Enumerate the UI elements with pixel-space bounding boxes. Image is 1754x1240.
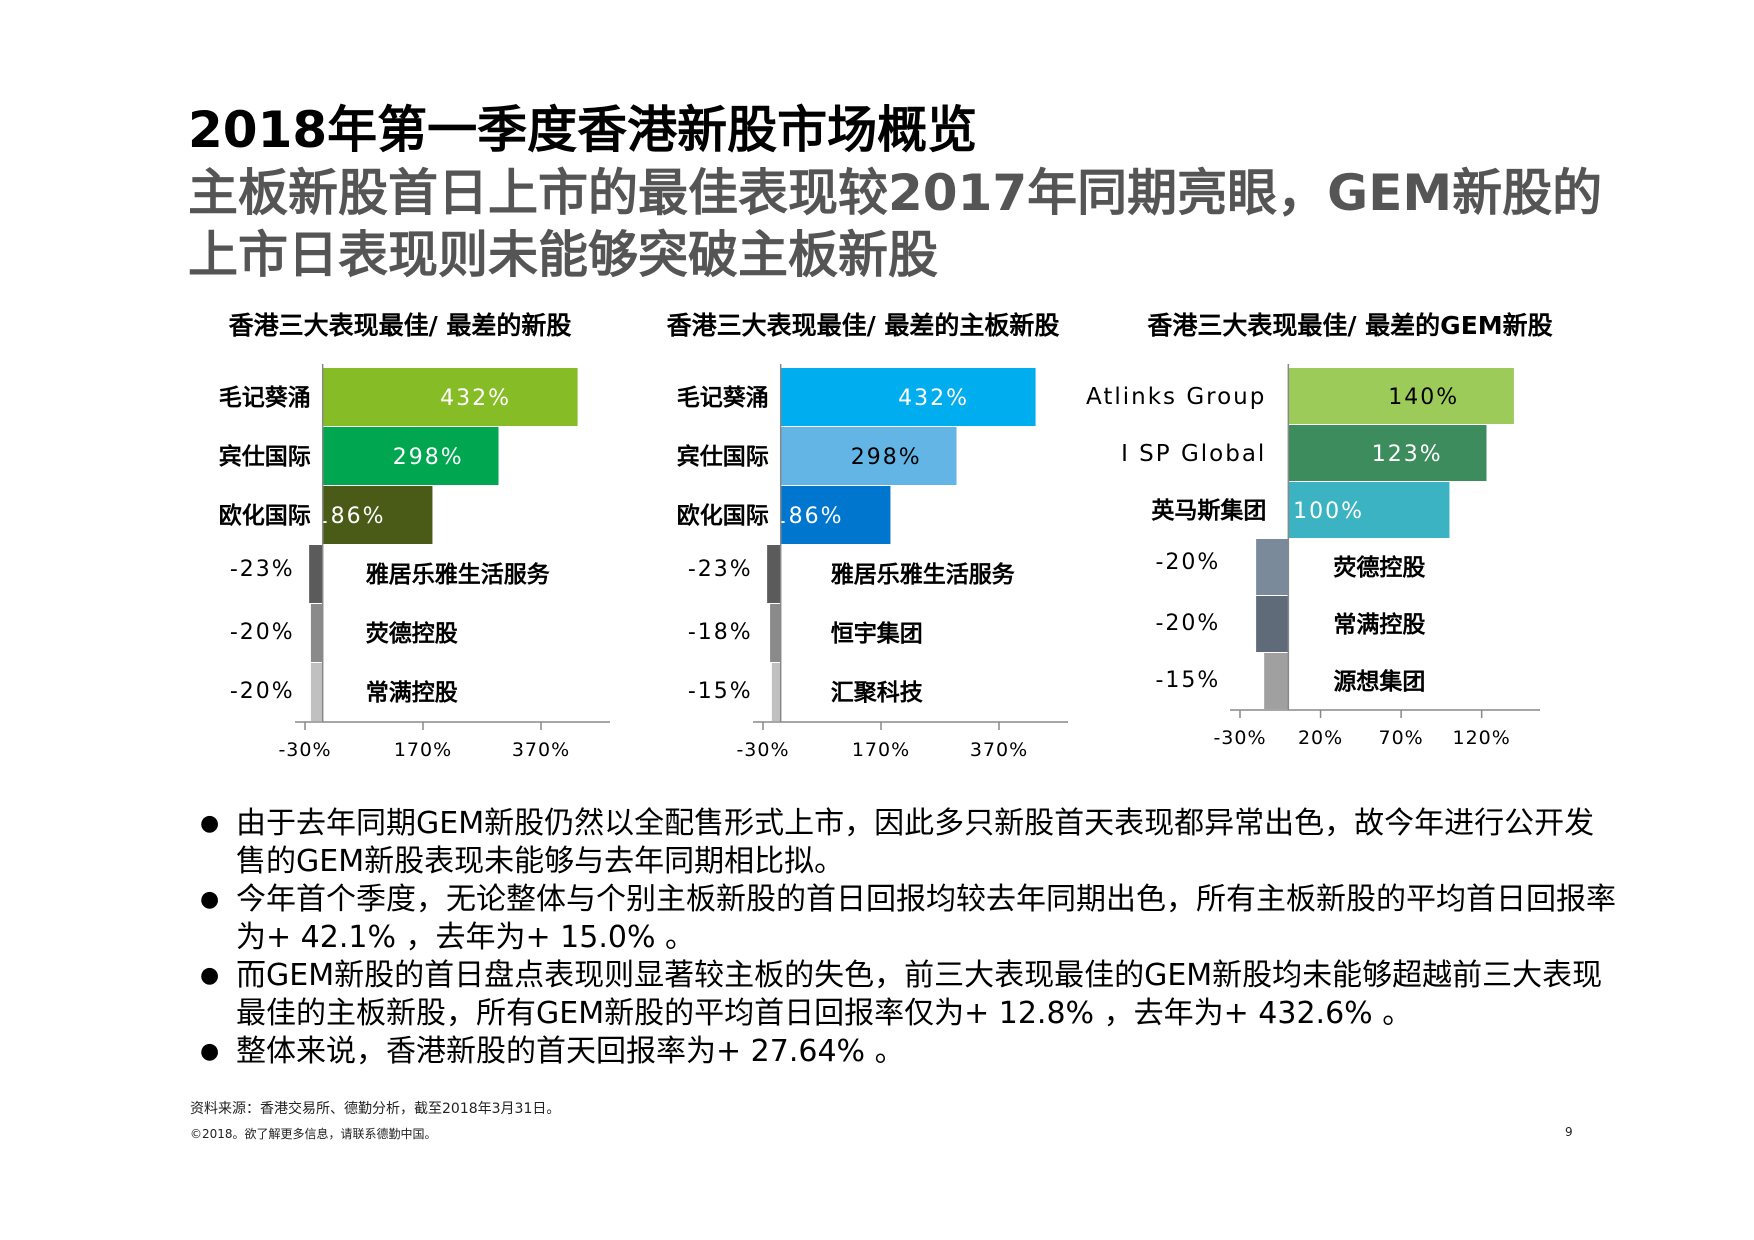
category-label: 欧化国际 (677, 502, 769, 529)
category-label: 宾仕国际 (677, 443, 769, 470)
bar (780, 368, 1036, 426)
x-tick-label: -30% (278, 739, 331, 761)
data-label: 432% (440, 386, 511, 411)
category-label: Atlinks Group (1086, 384, 1266, 410)
x-tick-label: 120% (1453, 727, 1511, 749)
bullet-item: 由于去年同期GEM新股仍然以全配售形式上市，因此多只新股首天表现都异常出色，故今… (200, 805, 1620, 881)
x-tick-label: 170% (394, 739, 452, 761)
bar (780, 486, 891, 544)
category-label: I SP Global (1121, 441, 1266, 467)
page-subtitle: 主板新股首日上市的最佳表现较2017年同期亮眼，GEM新股的上市日表现则未能够突… (188, 164, 1603, 284)
data-label: -20% (1155, 550, 1220, 575)
x-tick-label: 370% (512, 739, 570, 761)
category-label: 恒宇集团 (831, 620, 923, 647)
category-label: 毛记葵涌 (677, 384, 769, 411)
bar (322, 368, 578, 426)
chart-title: 香港三大表现最佳/ 最差的新股 (228, 311, 572, 340)
data-label: 123% (1372, 442, 1443, 467)
data-label: 186% (773, 504, 844, 529)
category-label: 汇聚科技 (831, 680, 924, 706)
bar (1288, 482, 1450, 538)
data-label: -20% (230, 679, 295, 704)
category-label: 雅居乐雅生活服务 (366, 562, 551, 588)
data-label: 100% (1293, 499, 1364, 524)
bar (1288, 368, 1514, 424)
chart-all-ipos: 香港三大表现最佳/ 最差的新股 毛记葵涌 432% 宾仕国际 298% 欧化国际 186%… (180, 300, 620, 800)
bar (322, 427, 499, 485)
bullet-list: 由于去年同期GEM新股仍然以全配售形式上市，因此多只新股首天表现都异常出色，故今… (200, 805, 1620, 1071)
data-label: -20% (230, 620, 295, 645)
bar (771, 663, 781, 721)
source-note: 资料来源：香港交易所、德勤分析，截至2018年3月31日。 (190, 1101, 561, 1117)
category-label: 荧德控股 (1333, 554, 1425, 581)
bar (309, 545, 323, 603)
data-label: -20% (1155, 611, 1220, 636)
copyright-note: ©2018。欲了解更多信息，请联系德勤中国。 (190, 1127, 437, 1141)
chart-main-board-ipos: 香港三大表现最佳/ 最差的主板新股 毛记葵涌 432% 宾仕国际 298% 欧化国际 18… (638, 300, 1088, 800)
x-tick-label: 370% (970, 739, 1028, 761)
bullet-item: 而GEM新股的首日盘点表现则显著较主板的失色，前三大表现最佳的GEM新股均未能够… (200, 957, 1620, 1033)
x-tick-label: 20% (1298, 727, 1343, 749)
bar (322, 486, 433, 544)
page-number: 9 (1565, 1125, 1573, 1139)
bar (780, 427, 957, 485)
data-label: -23% (230, 557, 295, 582)
chart-svg: 毛记葵涌 432% 宾仕国际 298% 欧化国际 186% 雅居乐雅生活服务 -23% 荧德控股… (219, 364, 610, 761)
category-label: 雅居乐雅生活服务 (831, 562, 1016, 588)
category-label: 毛记葵涌 (219, 384, 311, 411)
category-label: 英马斯集团 (1151, 497, 1266, 524)
bullet-item: 整体来说，香港新股的首天回报率为+ 27.64% 。 (200, 1033, 1620, 1071)
bar (1256, 539, 1289, 595)
x-tick-label: -30% (1213, 727, 1266, 749)
bullet-item: 今年首个季度，无论整体与个别主板新股的首日回报均较去年同期出色，所有主板新股的平… (200, 881, 1620, 957)
data-label: 186% (315, 504, 386, 529)
bar (1288, 425, 1487, 481)
page-title: 2018年第一季度香港新股市场概览 (188, 101, 978, 159)
category-label: 常满控股 (366, 679, 458, 706)
data-label: -15% (1155, 668, 1220, 693)
data-label: -23% (688, 557, 753, 582)
chart-svg: 毛记葵涌 432% 宾仕国际 298% 欧化国际 186% 雅居乐雅生活服务 -23% 恒宇集团… (677, 364, 1068, 761)
x-tick-label: 70% (1378, 727, 1423, 749)
bar (1256, 596, 1289, 652)
data-label: 298% (393, 445, 464, 470)
chart-title: 香港三大表现最佳/ 最差的GEM新股 (1147, 311, 1553, 340)
data-label: 432% (898, 386, 969, 411)
bar (310, 604, 323, 662)
data-label: -18% (688, 620, 753, 645)
chart-gem-ipos: 香港三大表现最佳/ 最差的GEM新股 Atlinks Group 140% I SP… (1086, 300, 1590, 800)
data-label: -15% (688, 679, 753, 704)
bar (1264, 653, 1289, 709)
category-label: 宾仕国际 (219, 443, 311, 470)
bar (767, 545, 781, 603)
category-label: 常满控股 (1333, 611, 1425, 638)
bar (770, 604, 781, 662)
category-label: 源想集团 (1333, 668, 1425, 695)
bar (310, 663, 323, 721)
x-tick-label: -30% (736, 739, 789, 761)
category-label: 欧化国际 (219, 502, 311, 529)
x-tick-label: 170% (852, 739, 910, 761)
category-label: 荧德控股 (366, 620, 458, 647)
data-label: 298% (851, 445, 922, 470)
chart-svg: Atlinks Group 140% I SP Global 123% 英马斯集团 100… (1086, 364, 1540, 749)
data-label: 140% (1388, 385, 1459, 410)
chart-title: 香港三大表现最佳/ 最差的主板新股 (666, 311, 1060, 340)
